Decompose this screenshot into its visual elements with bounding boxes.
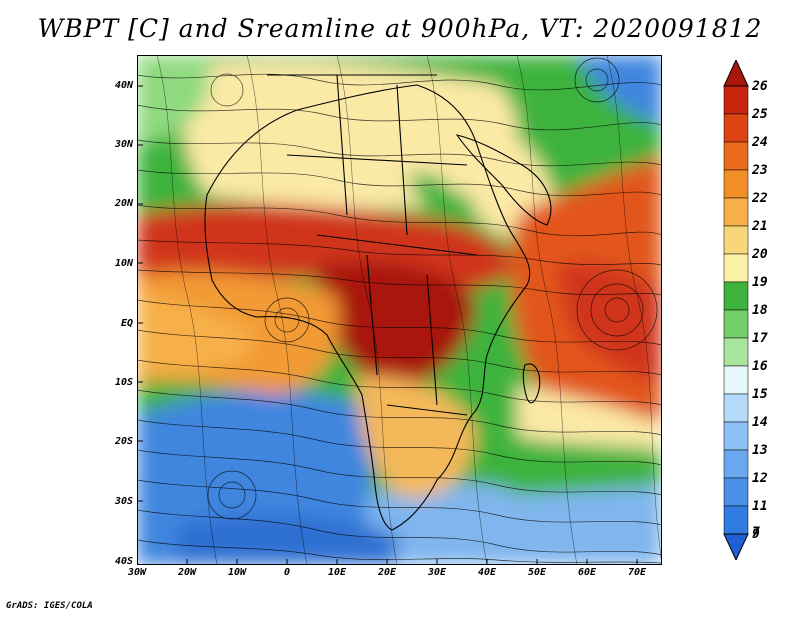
field-cool-south — [367, 483, 662, 565]
colorbar-segment — [723, 113, 749, 143]
colorbar-segment — [723, 309, 749, 339]
lon-label-30w: 30W — [127, 567, 147, 578]
field-cold-ne — [577, 55, 662, 125]
field-central-africa — [317, 261, 477, 387]
colorbar-level-label: 15 — [752, 387, 768, 402]
lat-label-10n: 10N — [114, 258, 133, 269]
lon-label-30e: 30E — [427, 567, 447, 578]
chart-title: WBPT [C] and Sreamline at 900hPa, VT: 20… — [37, 14, 763, 43]
colorbar-segment — [723, 281, 749, 311]
field-nile-green — [407, 174, 457, 209]
lon-label-10w: 10W — [227, 567, 247, 578]
colorbar-level-label: 23 — [752, 163, 768, 178]
lat-label-10s: 10S — [114, 377, 133, 388]
lat-label-30n: 30N — [114, 139, 133, 150]
lat-label-30s: 30S — [114, 496, 133, 507]
colorbar-level-label: 11 — [752, 499, 768, 514]
colorbar-level-label: 21 — [752, 219, 768, 234]
colorbar-level-label: 12 — [752, 471, 768, 486]
field-arabian-sea — [557, 262, 662, 385]
colorbar-segment — [723, 141, 749, 171]
colorbar-bottom-arrow — [723, 533, 749, 560]
lat-label-20s: 20S — [114, 436, 133, 447]
lat-label-40s: 40S — [114, 556, 133, 567]
colorbar-level-label: 14 — [752, 415, 768, 430]
lat-label-20n: 20N — [114, 198, 133, 209]
lat-label-eq: EQ — [120, 318, 133, 329]
colorbar-level-label: 20 — [752, 247, 768, 262]
axis-ticks — [137, 85, 638, 565]
lon-label-50e: 50E — [527, 567, 547, 578]
lon-label-60e: 60E — [577, 567, 597, 578]
colorbar-segment — [723, 505, 749, 535]
colorbar-level-label: 17 — [752, 331, 768, 346]
streamlines — [137, 57, 662, 564]
lon-label-40e: 40E — [477, 567, 497, 578]
lon-label-70e: 70E — [627, 567, 647, 578]
colorbar-level-label: 25 — [752, 107, 768, 122]
colorbar-segment — [723, 477, 749, 507]
colorbar-level-label: 19 — [752, 275, 768, 290]
colorbar-segment — [723, 225, 749, 255]
field-sahara — [183, 61, 518, 210]
lon-label-0: 0 — [283, 567, 291, 578]
colorbar-level-label: 16 — [752, 359, 768, 374]
lat-label-40n: 40N — [114, 80, 133, 91]
lon-label-10e: 10E — [327, 567, 347, 578]
colorbar-level-label: 26 — [752, 79, 768, 94]
colorbar-segment — [723, 393, 749, 423]
grads-credit: GrADS: IGES/COLA — [6, 601, 93, 611]
colorbar-segment — [723, 253, 749, 283]
field-atlantic-tongue — [137, 295, 257, 375]
lon-label-20e: 20E — [377, 567, 397, 578]
colorbar-segment — [723, 337, 749, 367]
colorbar-top-arrow — [723, 60, 749, 87]
colorbar-segment — [723, 365, 749, 395]
colorbar-level-label: 18 — [752, 303, 768, 318]
wbpt-field-map — [137, 55, 662, 565]
colorbar-segment — [723, 197, 749, 227]
colorbar-level-label: 22 — [752, 191, 768, 206]
colorbar-segment — [723, 449, 749, 479]
colorbar-segment — [723, 169, 749, 199]
field-cold-deep — [177, 514, 397, 565]
field-sw-indian — [497, 435, 662, 485]
colorbar — [723, 60, 749, 560]
colorbar-level-label: 24 — [752, 135, 768, 150]
colorbar-level-label: 13 — [752, 443, 768, 458]
colorbar-level-label: 7 — [752, 525, 760, 540]
streamlines-dense — [156, 55, 662, 565]
map-panel — [137, 55, 662, 565]
colorbar-level-label: 9 — [752, 527, 760, 542]
map-frame — [137, 55, 662, 565]
lon-label-20w: 20W — [177, 567, 197, 578]
colorbar-segment — [723, 85, 749, 115]
colorbar-segment — [723, 421, 749, 451]
